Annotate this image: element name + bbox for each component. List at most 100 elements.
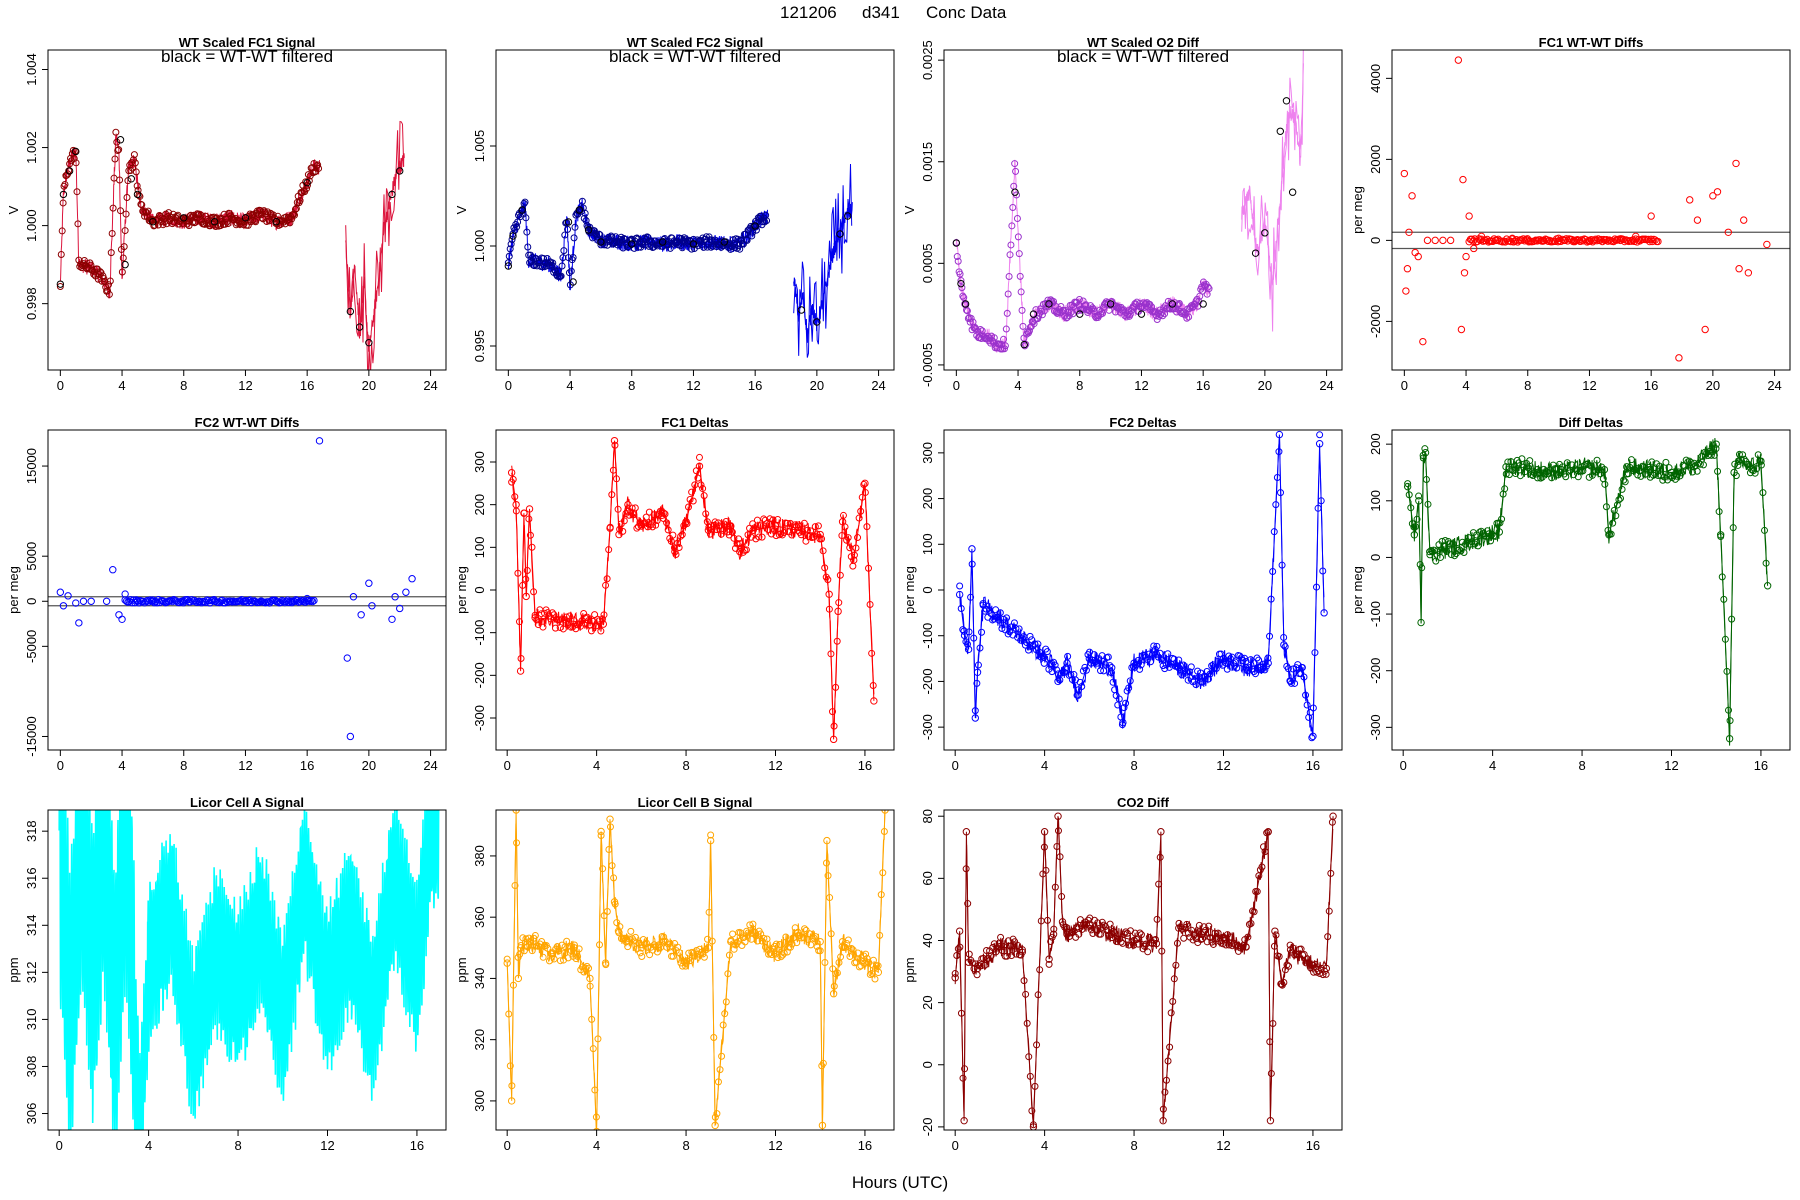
data-point <box>1266 632 1274 640</box>
data-point <box>1087 926 1095 934</box>
data-point <box>1745 461 1753 469</box>
data-point <box>1105 306 1113 314</box>
y-tick-label: 318 <box>24 820 39 842</box>
data-point <box>1419 454 1427 462</box>
data-point <box>966 318 974 326</box>
data-point <box>642 513 650 521</box>
data-point <box>59 602 68 610</box>
panel-title: CO2 Diff <box>1117 795 1170 810</box>
data-point <box>1050 925 1058 933</box>
data-point <box>757 522 765 530</box>
data-point <box>1220 657 1228 665</box>
data-point <box>1408 192 1416 200</box>
y-tick-label: 0.0015 <box>920 142 935 182</box>
data-point <box>614 927 622 935</box>
data-point <box>545 957 553 965</box>
data-point <box>1097 930 1105 938</box>
data-point <box>861 479 869 488</box>
data-point <box>1124 311 1132 319</box>
data-point <box>625 935 633 943</box>
data-point <box>1407 504 1415 512</box>
data-point <box>1131 300 1139 308</box>
data-point <box>1634 471 1642 479</box>
data-point <box>874 962 882 970</box>
data-point <box>693 946 701 954</box>
data-point <box>1186 668 1194 676</box>
data-point <box>251 597 260 606</box>
data-point <box>1133 936 1141 944</box>
data-point <box>136 596 145 605</box>
data-point <box>575 207 583 215</box>
data-point <box>506 1062 514 1070</box>
data-point <box>730 534 738 542</box>
data-point <box>524 243 532 251</box>
data-point <box>1554 237 1562 246</box>
data-point <box>564 225 572 233</box>
data-point <box>1281 643 1289 651</box>
data-point <box>343 654 351 662</box>
data-point <box>1446 540 1454 548</box>
y-tick-label: 20 <box>920 995 935 1009</box>
data-point <box>1649 471 1657 479</box>
data-point <box>520 200 528 208</box>
x-tick-label: 0 <box>56 1138 63 1153</box>
y-tick-label: -200 <box>1368 658 1383 684</box>
data-point <box>223 218 231 226</box>
y-tick-label: 300 <box>920 442 935 464</box>
data-point <box>1740 216 1748 224</box>
data-point <box>1018 306 1026 314</box>
data-point <box>1740 455 1748 463</box>
data-point <box>111 155 119 163</box>
data-point <box>1642 470 1650 478</box>
y-tick-label: -15000 <box>24 716 39 756</box>
panel-fc1_wtwt: FC1 WT-WT Diffs 0 4 8 12 16 20 24 -2000 0 2000 4000… <box>1350 35 1791 393</box>
y-tick-label: 200 <box>1368 433 1383 455</box>
data-point <box>678 531 686 539</box>
panel-title: Licor Cell A Signal <box>190 795 304 810</box>
data-point <box>970 634 978 642</box>
data-point <box>1462 252 1470 261</box>
data-point <box>1530 469 1538 477</box>
data-point <box>624 500 632 509</box>
data-point <box>567 267 575 275</box>
data-point <box>700 953 708 961</box>
data-point <box>1734 461 1742 469</box>
y-tick-label: -300 <box>472 705 487 731</box>
data-point <box>1275 430 1284 439</box>
data-point <box>591 611 599 619</box>
plot-area <box>955 430 1328 742</box>
data-point <box>1044 916 1052 924</box>
data-point <box>750 928 758 936</box>
data-point <box>1431 236 1439 245</box>
data-point <box>1250 908 1258 916</box>
data-point <box>1177 923 1185 931</box>
data-point <box>803 526 811 534</box>
panel-title: FC1 WT-WT Diffs <box>1539 35 1644 50</box>
data-point <box>581 964 589 972</box>
data-point <box>1411 523 1419 531</box>
data-point <box>1414 252 1422 261</box>
data-point <box>1759 489 1767 497</box>
data-point <box>818 1121 827 1130</box>
data-point <box>1518 455 1526 463</box>
data-point <box>586 974 594 983</box>
data-point <box>566 942 574 950</box>
data-point <box>1687 459 1695 467</box>
data-point <box>514 974 523 983</box>
data-point <box>829 990 838 998</box>
data-point <box>196 597 204 606</box>
x-tick-label: 16 <box>1754 758 1768 773</box>
data-point <box>1048 933 1056 941</box>
data-point <box>861 488 869 496</box>
data-point <box>881 810 889 814</box>
y-tick-label: 308 <box>24 1056 39 1078</box>
data-point <box>1596 470 1604 478</box>
supertitle-label: Conc Data <box>926 3 1007 22</box>
filtered-point <box>133 190 142 199</box>
filtered-point <box>957 279 965 288</box>
data-point <box>608 491 616 499</box>
data-point <box>746 921 754 929</box>
data-point <box>105 290 113 298</box>
data-point <box>827 930 835 938</box>
data-point <box>661 510 669 518</box>
